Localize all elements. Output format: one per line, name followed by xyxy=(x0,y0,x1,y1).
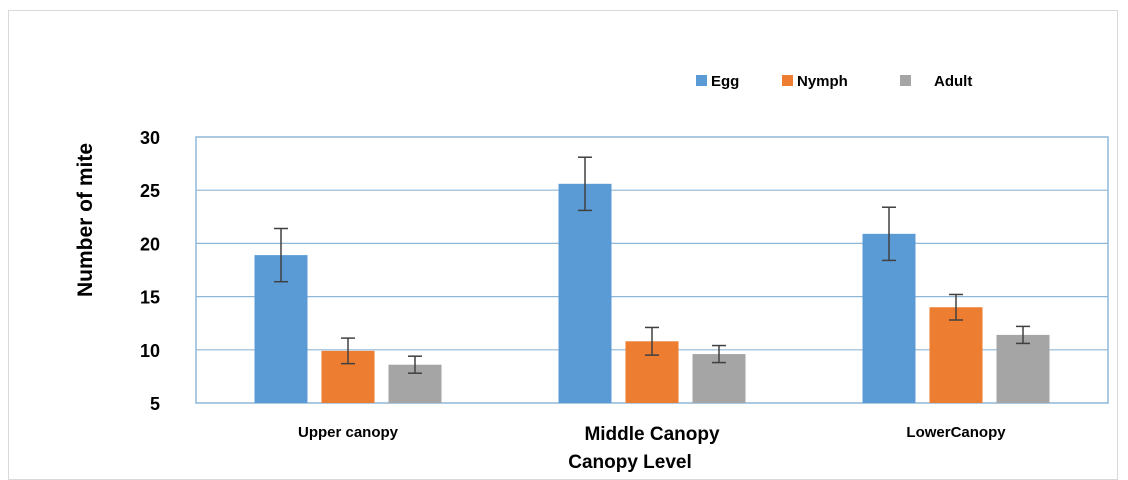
error-bar xyxy=(882,206,896,262)
y-axis-label: Number of mite xyxy=(74,143,97,297)
legend-item-adult: Adult xyxy=(900,73,972,90)
error-bar xyxy=(341,337,355,365)
y-tick-label: 5 xyxy=(150,394,160,414)
error-bar xyxy=(1016,325,1030,345)
error-bar xyxy=(949,293,963,321)
x-axis-label: Canopy Level xyxy=(568,452,692,473)
y-tick-label: 25 xyxy=(140,181,160,201)
legend-swatch xyxy=(782,75,793,86)
y-tick-label: 20 xyxy=(140,234,160,254)
error-bar xyxy=(645,326,659,356)
error-bar xyxy=(408,355,422,374)
y-tick-label: 10 xyxy=(140,341,160,361)
bar-adult xyxy=(996,334,1050,403)
x-tick-label: LowerCanopy xyxy=(906,424,1006,441)
y-tick-label: 15 xyxy=(140,288,160,308)
legend-label: Egg xyxy=(711,73,739,90)
legend-label: Nymph xyxy=(797,73,848,90)
x-tick-label: Middle Canopy xyxy=(584,424,720,445)
bar-nymph xyxy=(929,307,983,403)
bar-egg xyxy=(558,183,612,403)
legend-swatch xyxy=(696,75,707,86)
legend-swatch xyxy=(900,75,911,86)
legend-item-nymph: Nymph xyxy=(782,73,848,90)
error-bar xyxy=(578,156,592,212)
error-bar xyxy=(274,227,288,283)
bar-egg xyxy=(862,233,916,403)
y-tick-label: 30 xyxy=(140,128,160,148)
error-bar xyxy=(712,344,726,364)
legend-item-egg: Egg xyxy=(696,73,739,90)
legend-label: Adult xyxy=(934,73,972,90)
x-tick-label: Upper canopy xyxy=(298,424,399,441)
